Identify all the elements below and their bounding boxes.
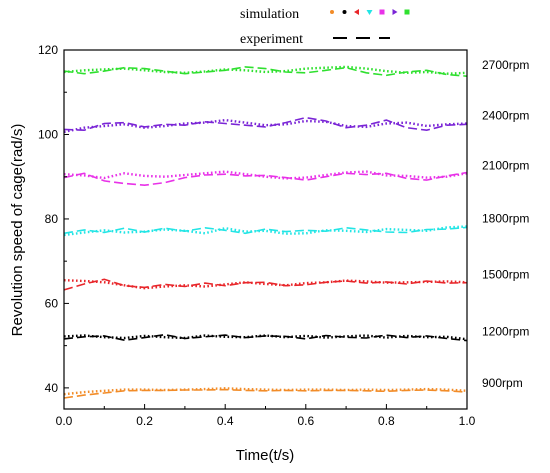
rpm-label-2400rpm: 2400rpm: [482, 108, 529, 122]
y-tick-label-1: 60: [45, 296, 59, 310]
series-1500rpm: [63, 278, 468, 291]
legend-marker-5: [392, 9, 398, 15]
series-2400rpm: [63, 116, 468, 134]
plot-area: 40 60 80 100 120 0.0 0.2 0.4 0.6 0.8 1.0 900rpm 12…: [38, 43, 529, 428]
rpm-label-900rpm: 900rpm: [482, 376, 523, 390]
legend-experiment-label: experiment: [240, 32, 303, 47]
rpm-label-1500rpm: 1500rpm: [482, 267, 529, 281]
simulation-line-2100rpm: [63, 170, 468, 180]
y-tick-label-2: 80: [45, 212, 59, 226]
legend-marker-2: [354, 9, 359, 15]
y-axis-label: Revolution speed of cage(rad/s): [9, 124, 26, 337]
series-900rpm: [63, 387, 468, 399]
legend: simulation experiment: [240, 7, 410, 47]
x-tick-label-0: 0.0: [56, 414, 73, 428]
x-tick-label-4: 0.8: [378, 414, 395, 428]
rpm-labels: 900rpm 1200rpm 1500rpm 1800rpm 2100rpm 2400rp…: [482, 58, 529, 390]
simulation-line-2700rpm: [63, 65, 468, 75]
y-tick-label-3: 100: [38, 127, 58, 141]
x-axis-label: Time(t/s): [236, 447, 295, 464]
simulation-line-1200rpm: [63, 334, 468, 341]
legend-marker-1: [342, 10, 347, 14]
series-1800rpm: [63, 225, 468, 237]
x-tick-label-2: 0.4: [217, 414, 234, 428]
legend-simulation-label: simulation: [240, 7, 299, 22]
experiment-line-2100rpm: [63, 171, 468, 187]
series-layer: [63, 65, 468, 399]
experiment-line-900rpm: [63, 388, 468, 399]
series-2700rpm: [63, 65, 468, 77]
legend-simulation-markers: [330, 9, 410, 15]
legend-marker-6: [404, 9, 410, 15]
y-axis: 40 60 80 100 120: [38, 43, 69, 395]
y-tick-label-4: 120: [38, 43, 58, 57]
y-tick-label-0: 40: [45, 381, 59, 395]
rpm-label-2700rpm: 2700rpm: [482, 58, 529, 72]
simulation-line-1800rpm: [63, 225, 468, 237]
experiment-line-2400rpm: [63, 116, 468, 132]
rpm-label-2100rpm: 2100rpm: [482, 158, 529, 172]
rpm-label-1800rpm: 1800rpm: [482, 212, 529, 226]
x-tick-label-1: 0.2: [136, 414, 153, 428]
experiment-line-1800rpm: [63, 226, 468, 235]
x-tick-label-5: 1.0: [459, 414, 476, 428]
simulation-line-2400rpm: [63, 118, 468, 134]
simulation-line-1500rpm: [63, 279, 468, 290]
simulation-line-900rpm: [63, 387, 468, 396]
series-2100rpm: [63, 170, 468, 187]
x-tick-label-3: 0.6: [297, 414, 314, 428]
series-1200rpm: [63, 333, 468, 342]
x-axis: 0.0 0.2 0.4 0.6 0.8 1.0: [56, 404, 476, 428]
legend-marker-4: [379, 9, 385, 15]
rpm-label-1200rpm: 1200rpm: [482, 324, 529, 338]
legend-marker-3: [366, 10, 373, 15]
legend-marker-0: [330, 10, 334, 14]
